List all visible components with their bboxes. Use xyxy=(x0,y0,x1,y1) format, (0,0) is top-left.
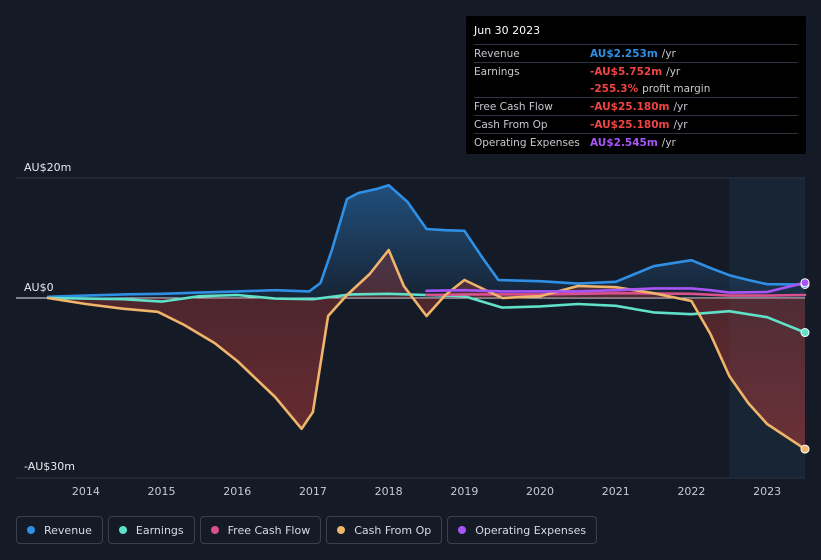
x-tick-label: 2020 xyxy=(526,485,554,498)
x-tick-label: 2017 xyxy=(299,485,327,498)
x-tick-label: 2015 xyxy=(148,485,176,498)
y-tick-label: AU$0 xyxy=(24,281,54,294)
legend: Revenue Earnings Free Cash Flow Cash Fro… xyxy=(16,516,598,544)
legend-label: Earnings xyxy=(135,523,184,537)
tooltip-value: AU$2.253m xyxy=(590,48,658,60)
revenue-area xyxy=(48,185,805,298)
operating-expenses-endpoint xyxy=(800,278,810,288)
tooltip-row-earnings: Earnings -AU$5.752m /yr xyxy=(474,62,798,80)
legend-item-operating-expenses[interactable]: Operating Expenses xyxy=(447,516,598,544)
tooltip: Jun 30 2023 Revenue AU$2.253m /yr Earnin… xyxy=(466,16,806,154)
tooltip-label xyxy=(474,81,590,97)
tooltip-label: Operating Expenses xyxy=(474,137,580,149)
x-tick-label: 2014 xyxy=(72,485,100,498)
cash-from-op-endpoint xyxy=(800,444,810,454)
tooltip-unit: /yr xyxy=(661,48,676,60)
x-tick-label: 2023 xyxy=(753,485,781,498)
legend-item-earnings[interactable]: Earnings xyxy=(107,516,195,544)
earnings-dot-icon xyxy=(118,526,127,534)
tooltip-row-revenue: Revenue AU$2.253m /yr xyxy=(474,44,798,62)
tooltip-unit: /yr xyxy=(661,137,676,149)
tooltip-label: Revenue xyxy=(474,48,520,60)
operating-expenses-line xyxy=(425,281,807,294)
free-cash-flow-dot-icon xyxy=(210,526,219,534)
y-tick-label: AU$20m xyxy=(24,161,71,174)
tooltip-value: -AU$25.180m xyxy=(590,119,670,131)
tooltip-row-cash-from-op: Cash From Op -AU$25.180m /yr xyxy=(474,115,798,133)
tooltip-unit: /yr xyxy=(673,119,688,131)
x-tick-label: 2022 xyxy=(677,485,705,498)
x-tick-label: 2018 xyxy=(375,485,403,498)
legend-label: Free Cash Flow xyxy=(227,523,311,537)
operating-expenses-dot-icon xyxy=(458,526,467,534)
revenue-line xyxy=(46,183,807,299)
x-tick-label: 2016 xyxy=(223,485,251,498)
tooltip-value: AU$2.545m xyxy=(590,137,658,149)
tooltip-row-profit-margin: -255.3% profit margin xyxy=(474,80,798,97)
tooltip-label: Free Cash Flow xyxy=(474,101,553,113)
tooltip-value: -AU$25.180m xyxy=(590,101,670,113)
tooltip-label: Cash From Op xyxy=(474,119,548,131)
tooltip-value: -AU$5.752m xyxy=(590,66,663,78)
y-tick-label: -AU$30m xyxy=(24,460,75,473)
cash-from-op-area xyxy=(48,250,805,450)
cash-from-op-line xyxy=(46,248,807,451)
tooltip-value: -255.3% xyxy=(590,83,639,95)
tooltip-row-operating-expenses: Operating Expenses AU$2.545m /yr xyxy=(474,133,798,151)
tooltip-unit: profit margin xyxy=(642,83,711,95)
cash-from-op-dot-icon xyxy=(337,526,346,534)
legend-item-cash-from-op[interactable]: Cash From Op xyxy=(326,516,443,544)
legend-item-revenue[interactable]: Revenue xyxy=(16,516,103,544)
earnings-endpoint xyxy=(800,328,810,338)
tooltip-unit: /yr xyxy=(673,101,688,113)
tooltip-unit: /yr xyxy=(666,66,681,78)
legend-label: Cash From Op xyxy=(354,523,432,537)
revenue-dot-icon xyxy=(27,526,35,534)
legend-label: Revenue xyxy=(44,523,92,537)
tooltip-row-free-cash-flow: Free Cash Flow -AU$25.180m /yr xyxy=(474,97,798,115)
tooltip-date: Jun 30 2023 xyxy=(474,24,541,37)
x-tick-label: 2021 xyxy=(602,485,630,498)
legend-label: Operating Expenses xyxy=(475,523,587,537)
tooltip-label: Earnings xyxy=(474,66,520,78)
x-tick-label: 2019 xyxy=(450,485,478,498)
legend-item-free-cash-flow[interactable]: Free Cash Flow xyxy=(199,516,322,544)
